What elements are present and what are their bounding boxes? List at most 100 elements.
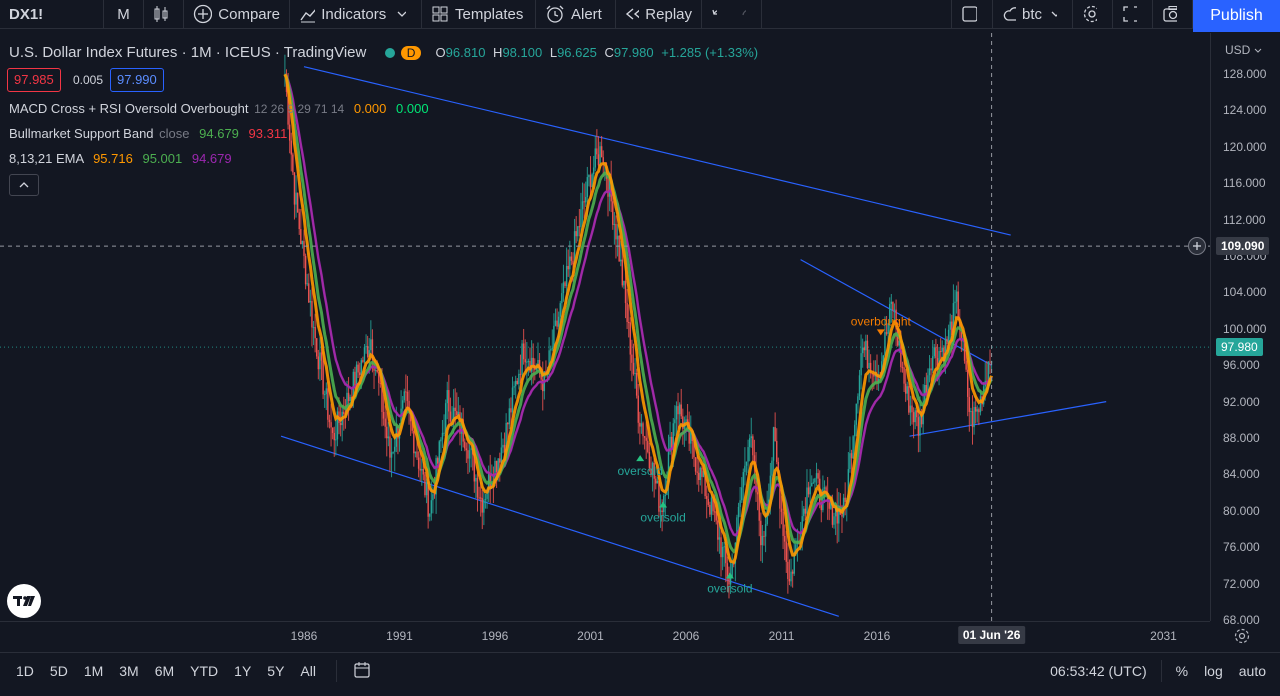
candle-body <box>704 470 706 497</box>
candle-body <box>766 509 768 525</box>
candle-body <box>639 422 641 427</box>
candle-body <box>635 373 638 396</box>
candle-body <box>944 338 947 363</box>
trendline-1 <box>303 66 1011 236</box>
symbol-search-button[interactable]: DX1! <box>0 0 104 28</box>
candle-body <box>505 422 507 453</box>
expand-icon <box>1123 6 1137 22</box>
candle-body <box>693 441 695 458</box>
range-1m[interactable]: 1M <box>83 663 104 679</box>
candle-body <box>642 423 644 437</box>
candle-body <box>860 353 862 376</box>
fullscreen-button[interactable] <box>1113 0 1153 28</box>
indicator-legend-bull-band[interactable]: Bullmarket Support Band close 94.679 93.… <box>9 126 288 141</box>
timezone-clock[interactable]: 06:53:42 (UTC) <box>1050 663 1147 679</box>
publish-button[interactable]: Publish <box>1193 0 1280 32</box>
indicator-legend-macd[interactable]: MACD Cross + RSI Oversold Overbought 12 … <box>9 101 429 116</box>
time-tick-label: 2011 <box>768 629 795 643</box>
trendline-2 <box>280 435 839 617</box>
range-5y[interactable]: 5Y <box>267 663 285 679</box>
candle-body <box>817 473 819 479</box>
candle-body <box>430 500 433 514</box>
auto-scale-toggle[interactable]: auto <box>1238 663 1266 679</box>
candle-body <box>793 554 795 574</box>
candle-body <box>680 404 682 417</box>
candle-body <box>651 462 654 476</box>
range-1d[interactable]: 1D <box>16 663 34 679</box>
range-1y[interactable]: 1Y <box>234 663 252 679</box>
candle-body <box>788 578 791 582</box>
undo-button[interactable] <box>702 0 732 28</box>
range-5d[interactable]: 5D <box>49 663 68 679</box>
compare-button[interactable]: Compare <box>184 0 290 28</box>
chart-pane[interactable]: overbought oversold oversold oversold <box>0 33 1210 621</box>
candle-body <box>542 379 544 392</box>
indicators-button[interactable]: Indicators <box>290 0 422 28</box>
candle-body <box>742 472 744 488</box>
candle-body <box>475 477 477 482</box>
candle-body <box>292 154 294 173</box>
time-tick-label: 2001 <box>577 629 604 643</box>
axis-settings-button[interactable] <box>1233 627 1251 648</box>
candle-body <box>678 404 681 415</box>
replay-button[interactable]: Replay <box>616 0 702 28</box>
range-6m[interactable]: 6M <box>154 663 175 679</box>
currency-selector[interactable]: USD <box>1225 43 1262 57</box>
time-axis[interactable]: 198619911996200120062011201620212031 01 … <box>0 621 1210 649</box>
candle-body <box>424 474 426 496</box>
candle-body <box>712 497 714 512</box>
candle-body <box>664 494 667 496</box>
snapshot-button[interactable] <box>1153 0 1193 28</box>
candle-body <box>970 410 972 412</box>
add-alert-button[interactable] <box>1188 237 1206 256</box>
tradingview-logo[interactable] <box>7 584 41 618</box>
log-scale-toggle[interactable]: log <box>1204 663 1223 679</box>
candle-body <box>916 410 918 418</box>
interval-button[interactable]: M <box>104 0 144 28</box>
buy-button[interactable]: 97.990 <box>110 68 164 92</box>
crosshair-price-label: 109.090 <box>1216 237 1270 256</box>
price-chart[interactable]: overbought oversold oversold oversold <box>0 33 1210 621</box>
goto-date-button[interactable] <box>349 661 375 682</box>
templates-button[interactable]: Templates <box>422 0 536 28</box>
candle-body <box>468 450 471 459</box>
candle-body <box>343 411 345 414</box>
percent-scale-toggle[interactable]: % <box>1175 663 1189 679</box>
candle-body <box>756 492 759 495</box>
sell-button[interactable]: 97.985 <box>7 68 61 92</box>
candle-body <box>416 451 418 458</box>
collapse-legend-button[interactable] <box>9 174 39 196</box>
trendline-4 <box>909 401 1107 437</box>
crosshair-date-label: 01 Jun '26 <box>957 626 1026 644</box>
settings-button[interactable] <box>1073 0 1113 28</box>
fullscreen-toggle-button[interactable] <box>951 0 993 28</box>
redo-button[interactable] <box>732 0 762 28</box>
candle-body <box>726 563 729 578</box>
chart-type-button[interactable] <box>144 0 184 28</box>
annotation-label-2: oversold <box>640 511 685 525</box>
candle-body <box>524 359 526 363</box>
range-3m[interactable]: 3M <box>119 663 139 679</box>
candle-body <box>479 497 482 499</box>
price-axis[interactable]: USD 128.000 124.000 120.000 116.000 112.000 1… <box>1210 33 1280 627</box>
candle-body <box>486 492 488 499</box>
alert-button[interactable]: Alert <box>536 0 616 28</box>
range-ytd[interactable]: YTD <box>190 663 219 679</box>
range-all[interactable]: All <box>300 663 316 679</box>
candle-body <box>456 411 458 416</box>
layout-button[interactable]: btc <box>993 0 1073 28</box>
candle-body <box>895 309 897 329</box>
indicator-legend-ema[interactable]: 8,13,21 EMA 95.716 95.001 94.679 <box>9 151 232 166</box>
undo-icon <box>712 9 717 15</box>
candle-body <box>594 148 596 168</box>
candle-body <box>741 487 743 501</box>
candle-body <box>653 462 655 479</box>
candle-body <box>947 329 950 345</box>
candle-body <box>876 373 878 383</box>
candle-body <box>392 451 394 453</box>
time-tick-label: 2016 <box>863 629 891 643</box>
candle-body <box>602 157 604 164</box>
templates-icon <box>432 6 448 22</box>
indicators-label: Indicators <box>321 5 387 23</box>
candle-body <box>717 520 719 540</box>
